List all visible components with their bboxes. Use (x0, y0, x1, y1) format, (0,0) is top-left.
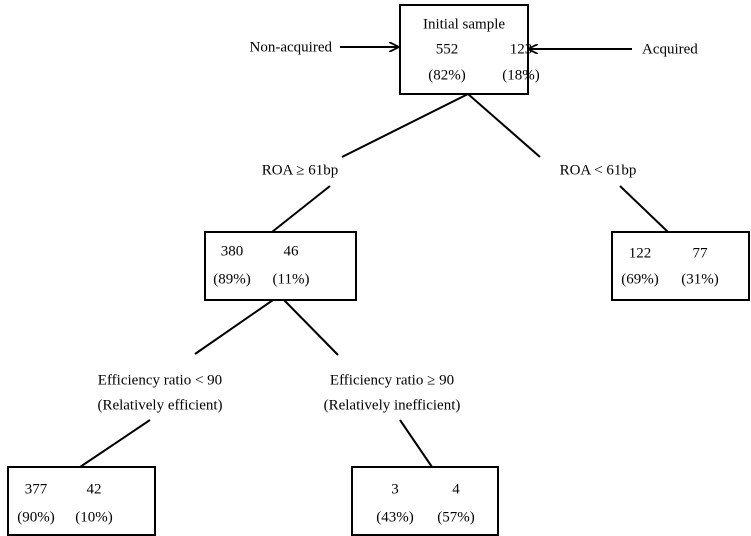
node-count: 46 (284, 243, 300, 259)
node-percent: (90%) (17, 509, 55, 525)
side-label: Non-acquired (250, 39, 333, 55)
node-percent: (18%) (502, 67, 540, 83)
node-percent: (89%) (213, 271, 251, 287)
edge-label: Efficiency ratio < 90 (98, 372, 222, 388)
connector (271, 185, 331, 233)
node-count: 3 (391, 481, 399, 497)
connector (341, 93, 469, 158)
node-count: 42 (87, 481, 102, 497)
side-label: Acquired (642, 41, 698, 57)
node-count: 122 (629, 245, 652, 261)
node-box (204, 231, 357, 301)
edge-label: (Relatively efficient) (97, 397, 222, 413)
edge-label: ROA ≥ 61bp (262, 162, 339, 178)
node-percent: (57%) (437, 509, 475, 525)
node-percent: (11%) (273, 271, 310, 287)
node-box (351, 466, 499, 536)
connector (283, 299, 339, 356)
node-box (7, 466, 156, 536)
edge-label: Efficiency ratio ≥ 90 (330, 372, 454, 388)
edge-label: (Relatively inefficient) (324, 397, 461, 413)
node-count: 123 (510, 41, 533, 57)
node-count: 552 (436, 41, 459, 57)
connector (619, 185, 669, 233)
node-box (399, 4, 529, 95)
connector (467, 93, 541, 158)
connector (399, 419, 433, 468)
connector (194, 299, 274, 355)
node-percent: (69%) (621, 271, 659, 287)
node-count: 377 (25, 481, 48, 497)
node-title: Initial sample (423, 16, 505, 32)
node-count: 380 (221, 243, 244, 259)
node-percent: (82%) (428, 67, 466, 83)
node-box (611, 231, 750, 301)
node-count: 77 (693, 245, 709, 261)
connector (79, 419, 151, 468)
node-count: 4 (452, 481, 460, 497)
node-percent: (10%) (75, 509, 113, 525)
edge-label: ROA < 61bp (560, 162, 637, 178)
node-percent: (43%) (376, 509, 414, 525)
node-percent: (31%) (681, 271, 719, 287)
